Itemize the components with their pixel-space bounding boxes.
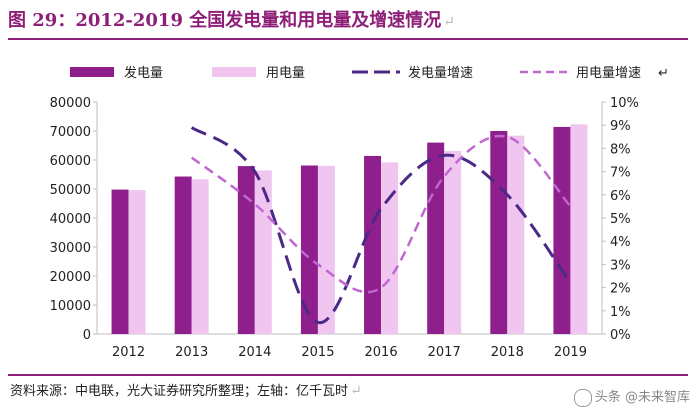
generation-bar: [237, 166, 255, 334]
consumption-bar: [381, 162, 399, 334]
consumption-bar: [507, 135, 525, 334]
watermark: 头条 @未来智库: [573, 386, 690, 407]
return-mark-icon: ↵: [443, 14, 455, 30]
chart: 发电量 用电量 发电量增速 用电量增速 ↵ 80000 70000 60000 50000 40…: [50, 65, 669, 360]
top-divider: [8, 38, 688, 40]
right-tick-label: 6%: [610, 189, 631, 204]
legend: 发电量 用电量 发电量增速 用电量增速 ↵: [70, 65, 669, 81]
right-tick-label: 2%: [610, 282, 631, 297]
left-tick-label: 60000: [50, 154, 91, 169]
bottom-divider: [8, 374, 688, 376]
generation-bar: [300, 165, 318, 334]
chart-title: 图 29：2012-2019 全国发电量和用电量及增速情况 ↵: [8, 6, 455, 32]
source-note: 资料来源：中电联，光大证券研究所整理；左轴：亿千瓦时 ↵: [10, 380, 362, 399]
right-tick-label: 7%: [610, 166, 631, 181]
consumption-bar: [444, 151, 462, 334]
return-mark-icon: ↵: [658, 66, 669, 81]
generation-bar: [364, 155, 382, 334]
x-tick-label: 2014: [238, 345, 271, 360]
consumption-bar: [254, 170, 272, 334]
generation-bar: [111, 189, 129, 334]
generation-bar: [553, 126, 571, 334]
legend-consumption-swatch: [212, 67, 256, 77]
left-tick-label: 30000: [50, 241, 91, 256]
x-tick-label: 2012: [112, 345, 145, 360]
consumption-bar: [128, 190, 146, 334]
legend-generation-growth-label: 发电量增速: [408, 65, 473, 81]
right-tick-label: 5%: [610, 212, 631, 227]
consumption-growth-line: [190, 134, 572, 294]
right-tick-label: 4%: [610, 235, 631, 250]
left-tick-label: 20000: [50, 270, 91, 285]
left-tick-label: 50000: [50, 183, 91, 198]
right-tick-label: 3%: [610, 258, 631, 273]
consumption-bar: [317, 165, 335, 334]
consumption-bar: [191, 179, 209, 334]
right-tick-label: 1%: [610, 305, 631, 320]
source-text: 资料来源：中电联，光大证券研究所整理；左轴：亿千瓦时: [10, 384, 349, 399]
logo-icon: [573, 388, 592, 407]
left-tick-label: 80000: [50, 96, 91, 111]
generation-growth-line: [190, 126, 572, 324]
x-tick-label: 2017: [428, 345, 461, 360]
legend-consumption-growth-label: 用电量增速: [576, 66, 641, 81]
title-text: 图 29：2012-2019 全国发电量和用电量及增速情况: [8, 10, 442, 31]
x-tick-label: 2015: [301, 345, 334, 360]
right-tick-label: 8%: [610, 142, 631, 157]
legend-consumption-label: 用电量: [266, 66, 305, 81]
consumption-bar: [570, 124, 588, 334]
left-tick-label: 70000: [50, 125, 91, 140]
left-tick-label: 40000: [50, 212, 91, 227]
legend-generation-label: 发电量: [124, 65, 163, 81]
watermark-text: 头条 @未来智库: [594, 390, 690, 405]
right-tick-label: 0%: [610, 328, 631, 343]
right-tick-label: 10%: [610, 96, 639, 111]
x-tick-label: 2019: [554, 345, 587, 360]
generation-bar: [490, 131, 508, 334]
right-tick-label: 9%: [610, 119, 631, 134]
plot-area: 80000 70000 60000 50000 40000 30000 20000 10000…: [50, 96, 639, 360]
generation-bar: [427, 142, 445, 334]
x-tick-label: 2016: [365, 345, 398, 360]
return-mark-icon: ↵: [350, 383, 362, 399]
generation-bar: [174, 176, 192, 334]
left-tick-label: 10000: [50, 299, 91, 314]
x-tick-label: 2018: [491, 345, 524, 360]
left-tick-label: 0: [83, 328, 91, 343]
legend-generation-swatch: [70, 67, 114, 77]
x-tick-label: 2013: [175, 345, 208, 360]
